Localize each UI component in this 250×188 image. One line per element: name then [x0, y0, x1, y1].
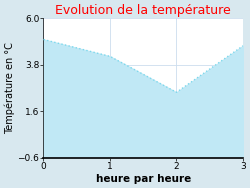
Title: Evolution de la température: Evolution de la température — [55, 4, 231, 17]
Y-axis label: Température en °C: Température en °C — [4, 42, 15, 134]
X-axis label: heure par heure: heure par heure — [96, 174, 191, 184]
